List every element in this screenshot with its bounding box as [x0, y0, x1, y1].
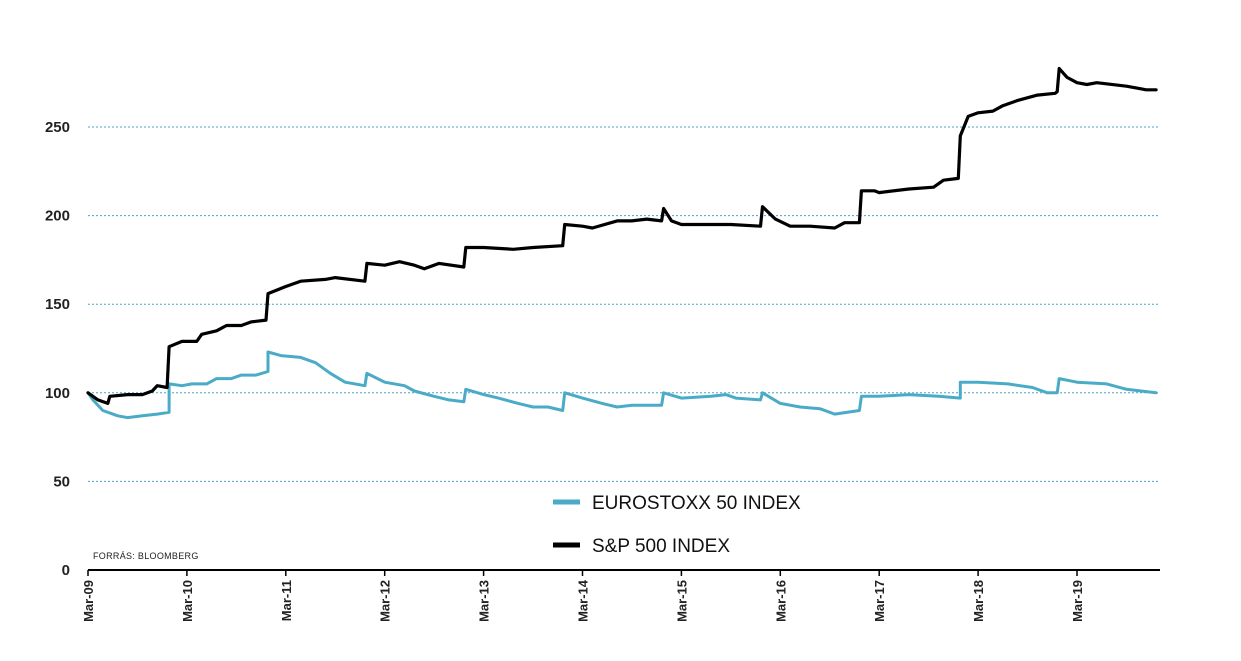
y-tick-label: 200 — [45, 208, 70, 225]
source-note: FORRÁS: BLOOMBERG — [93, 551, 199, 561]
x-tick-label: Mar-11 — [279, 580, 294, 621]
y-tick-label: 250 — [45, 119, 70, 136]
x-axis: Mar-09 Mar-10 Mar-11 Mar-12 Mar-13 Mar-14 Mar-… — [81, 569, 1160, 622]
x-tick-label: Mar-09 — [81, 580, 96, 622]
x-tick-label: Mar-12 — [378, 580, 393, 622]
y-tick-label: 100 — [45, 385, 70, 402]
x-tick-label: Mar-16 — [773, 580, 788, 622]
gridlines — [88, 126, 1158, 482]
y-tick-label: 0 — [62, 562, 70, 579]
x-tick-label: Mar-14 — [576, 579, 591, 622]
y-axis: 0 50 100 150 200 250 — [45, 119, 70, 579]
series-line-sp500 — [86, 66, 1158, 405]
series-lines — [86, 66, 1158, 420]
x-tick-label: Mar-18 — [971, 580, 986, 622]
legend: EUROSTOXX 50 INDEX S&P 500 INDEX — [553, 493, 801, 557]
x-tick-label: Mar-19 — [1070, 580, 1085, 622]
y-tick-label: 150 — [45, 296, 70, 313]
x-tick-label: Mar-15 — [674, 580, 689, 622]
series-line-eurostoxx — [86, 350, 1158, 420]
y-tick-label: 50 — [53, 473, 70, 490]
legend-label-sp500: S&P 500 INDEX — [592, 536, 730, 557]
legend-label-eurostoxx: EUROSTOXX 50 INDEX — [592, 493, 801, 514]
x-tick-label: Mar-17 — [872, 580, 887, 622]
x-tick-label: Mar-10 — [180, 580, 195, 622]
x-tick-label: Mar-13 — [477, 580, 492, 622]
